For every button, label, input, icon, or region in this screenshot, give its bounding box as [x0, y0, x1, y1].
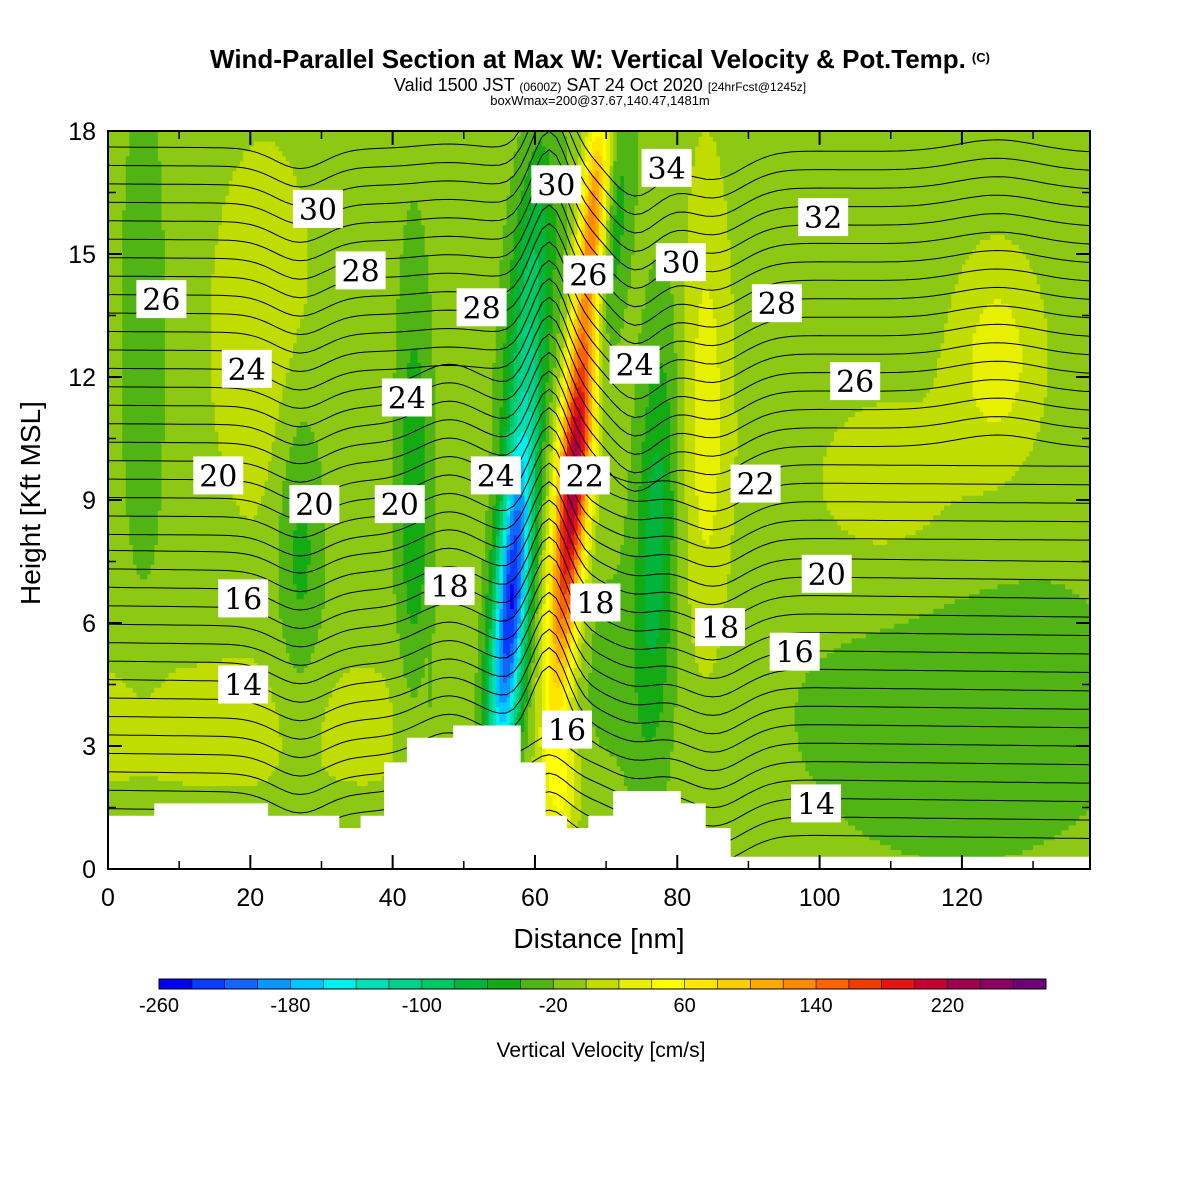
cross-section-plot: 34303030322828 2826262624242424 22 222020 20…	[0, 0, 1200, 1200]
vertical-velocity-field	[108, 126, 1091, 870]
